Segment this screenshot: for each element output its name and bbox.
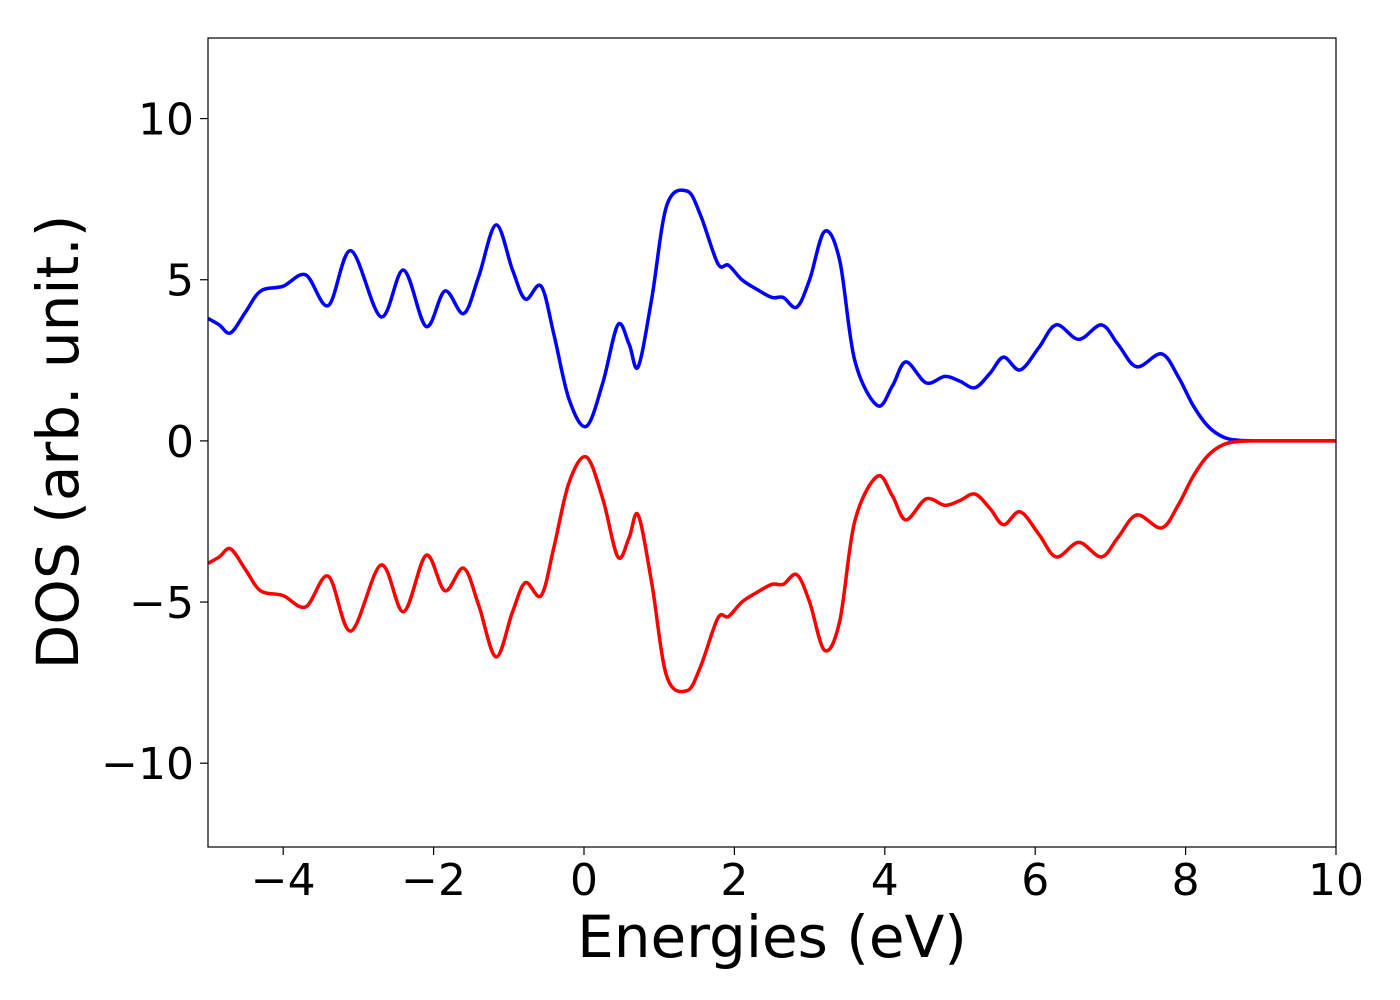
y-tick-label: −10 — [101, 739, 194, 790]
x-tick-label: 8 — [1172, 855, 1200, 906]
x-tick-label: 0 — [570, 855, 598, 906]
x-axis-label: Energies (eV) — [577, 903, 967, 971]
y-axis-label: DOS (arb. unit.) — [24, 215, 92, 670]
y-tick-label: 0 — [166, 417, 194, 468]
y-tick-label: 10 — [138, 95, 194, 146]
y-tick-label: 5 — [166, 256, 194, 307]
data-line — [208, 439, 1336, 694]
x-tick-label: −2 — [401, 855, 466, 906]
y-tick-label: −5 — [129, 578, 194, 629]
x-tick-label: −4 — [251, 855, 316, 906]
x-tick-label: 6 — [1021, 855, 1049, 906]
x-tick-label: 2 — [720, 855, 748, 906]
x-tick-label: 10 — [1308, 855, 1364, 906]
data-line — [208, 188, 1336, 443]
plot-frame — [207, 37, 1337, 848]
x-tick-label: 4 — [871, 855, 899, 906]
